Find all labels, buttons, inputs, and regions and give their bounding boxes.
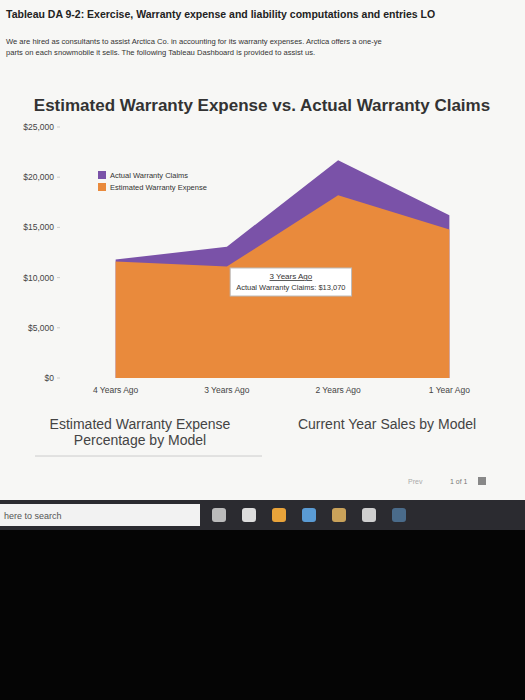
area (116, 195, 450, 378)
search-text: here to search (4, 511, 62, 521)
panel-rule (35, 456, 262, 457)
y-tick-label: $5,000 (28, 323, 54, 333)
panel-title: Estimated Warranty Expense Percentage by… (25, 416, 255, 448)
area (116, 160, 450, 378)
x-tick-label: 2 Years Ago (315, 385, 361, 395)
screen (0, 0, 525, 500)
page: Tableau DA 9-2: Exercise, Warranty expen… (0, 0, 525, 700)
taskbar-icon[interactable] (362, 508, 376, 522)
taskbar-icon[interactable] (302, 508, 316, 522)
legend-label: Estimated Warranty Expense (110, 183, 207, 192)
y-tick-label: $0 (45, 373, 55, 383)
taskbar-icon[interactable] (212, 508, 226, 522)
taskbar-icon[interactable] (242, 508, 256, 522)
y-tick (57, 177, 60, 178)
legend-swatch (98, 171, 106, 179)
pager-prev[interactable]: Prev (408, 478, 423, 485)
bezel (0, 530, 525, 700)
y-tick (57, 127, 60, 128)
taskbar-icon[interactable] (332, 508, 346, 522)
taskbar-icon[interactable] (272, 508, 286, 522)
y-tick (57, 227, 60, 228)
panel-title: Current Year Sales by Model (272, 416, 502, 432)
intro: We are hired as consultants to assist Ar… (6, 37, 382, 46)
legend-swatch (98, 183, 106, 191)
tooltip: 3 Years Ago Actual Warranty Claims: $13,0… (230, 268, 351, 296)
chart-title: Estimated Warranty Expense vs. Actual Wa… (34, 96, 490, 115)
search-box[interactable] (0, 504, 200, 526)
tooltip-box (230, 268, 351, 296)
intro: parts on each snowmobile it sells. The f… (6, 48, 315, 57)
plot-area (116, 160, 450, 378)
y-tick (57, 378, 60, 379)
tooltip-text: Actual Warranty Claims: $13,070 (236, 283, 345, 292)
header: Tableau DA 9-2: Exercise, Warranty expen… (6, 8, 435, 20)
y-tick (57, 327, 60, 328)
y-tick-label: $10,000 (23, 273, 54, 283)
pager-count: 1 of 1 (450, 478, 468, 485)
y-tick-label: $25,000 (23, 122, 54, 132)
x-tick-label: 1 Year Ago (429, 385, 470, 395)
grid-icon (478, 477, 486, 485)
tooltip-title: 3 Years Ago (270, 272, 313, 281)
y-tick-label: $15,000 (23, 222, 54, 232)
x-tick-label: 4 Years Ago (93, 385, 139, 395)
y-tick (57, 277, 60, 278)
taskbar (0, 500, 525, 530)
taskbar-icon[interactable] (392, 508, 406, 522)
legend-label: Actual Warranty Claims (110, 171, 188, 180)
y-tick-label: $20,000 (23, 172, 54, 182)
x-tick-label: 3 Years Ago (204, 385, 250, 395)
